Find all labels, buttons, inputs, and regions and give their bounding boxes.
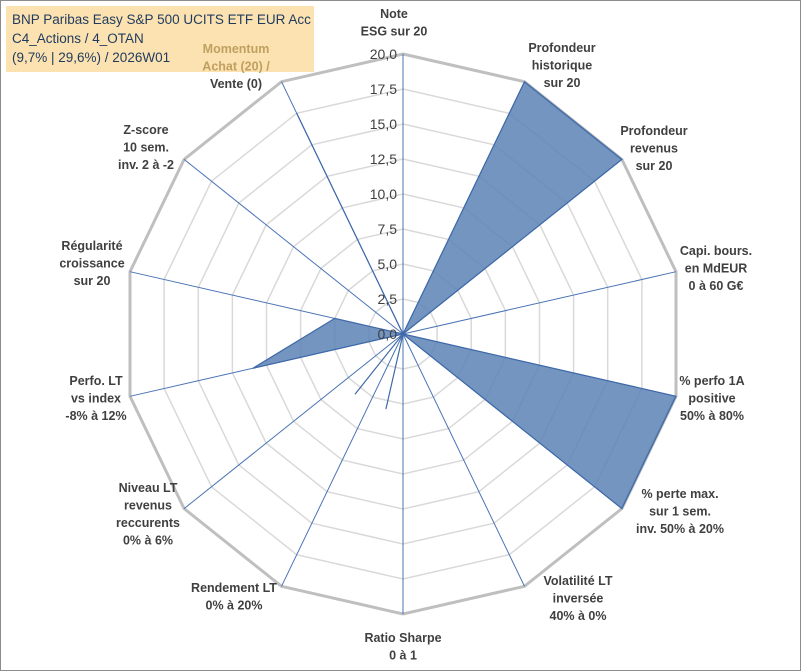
chart-title-line-3: (9,7% | 29,6%) / 2026W01 xyxy=(12,50,171,65)
axis-label-line: Vente (0) xyxy=(210,77,262,91)
axis-label-line: Régularité xyxy=(61,239,122,253)
axis-label-line: 0% à 20% xyxy=(206,599,263,613)
axis-label-line: 50% à 80% xyxy=(680,409,744,423)
chart-title-line-2: C4_Actions / 4_OTAN xyxy=(12,31,144,46)
axis-label-line: reccurents xyxy=(116,516,180,530)
axis-label-line: en MdEUR xyxy=(685,262,748,276)
axis-label-line: Volatilité LT xyxy=(544,574,613,588)
series-area xyxy=(252,80,677,510)
tick-label: 17,5 xyxy=(370,81,397,97)
chart-title-line-1: BNP Paribas Easy S&P 500 UCITS ETF EUR A… xyxy=(12,12,311,27)
spoke-8 xyxy=(281,333,404,587)
axis-label-line: % perte max. xyxy=(641,487,718,501)
axis-label-line: historique xyxy=(532,59,592,73)
axis-label-line: sur 20 xyxy=(544,76,581,90)
axis-label-line: Note xyxy=(380,7,408,21)
axis-label-line: 0% à 6% xyxy=(123,534,173,548)
axis-label-line: vs index xyxy=(71,392,121,406)
axis-label-line: inv. 50% à 20% xyxy=(636,522,724,536)
axis-label-line: positive xyxy=(688,392,735,406)
axis-label-line: Momentum xyxy=(203,42,270,56)
axis-label-line: inversée xyxy=(553,592,604,606)
axis-label-line: % perfo 1A xyxy=(679,374,744,388)
axis-label-line: revenus xyxy=(630,142,678,156)
radar-axis-labels: Note ESG sur 20 Profondeur historique sur 20… xyxy=(59,7,752,663)
tick-label: 5,0 xyxy=(378,256,398,272)
tick-label: 12,5 xyxy=(370,151,397,167)
tick-label: 7,5 xyxy=(378,221,398,237)
radar-series xyxy=(252,80,677,510)
axis-label-line: sur 1 sem. xyxy=(649,505,711,519)
axis-label-line: Profondeur xyxy=(528,41,595,55)
axis-label-line: -8% à 12% xyxy=(65,409,126,423)
axis-label-line: Achat (20) / xyxy=(202,60,270,74)
axis-label-line: Rendement LT xyxy=(191,581,277,595)
axis-label-line: Profondeur xyxy=(620,124,687,138)
axis-label-line: sur 20 xyxy=(636,159,673,173)
tick-label: 20,0 xyxy=(370,46,397,62)
tick-label: 10,0 xyxy=(370,186,397,202)
spoke-6 xyxy=(402,333,525,587)
axis-label-line: 40% à 0% xyxy=(550,609,607,623)
tick-label: 15,0 xyxy=(370,116,397,132)
spoke-3 xyxy=(402,271,677,335)
spoke-9 xyxy=(183,333,404,509)
axis-label-line: inv. 2 à -2 xyxy=(118,158,174,172)
axis-label-line: ESG sur 20 xyxy=(361,25,428,39)
tick-label: 0,0 xyxy=(378,326,398,342)
axis-label-line: Niveau LT xyxy=(119,481,178,495)
axis-label-line: 0 à 60 G€ xyxy=(689,279,744,293)
chart-title-box: BNP Paribas Easy S&P 500 UCITS ETF EUR A… xyxy=(6,6,314,72)
axis-label-line: Perfo. LT xyxy=(69,374,123,388)
radar-tick-labels: 0,0 2,5 5,0 7,5 10,0 12,5 15,0 17,5 20,0 xyxy=(370,46,397,342)
axis-label-line: 0 à 1 xyxy=(389,649,417,663)
axis-label-line: Capi. bours. xyxy=(680,244,752,258)
axis-label-line: revenus xyxy=(124,499,172,513)
axis-label-line: Z-score xyxy=(123,123,168,137)
axis-label-line: Ratio Sharpe xyxy=(364,631,441,645)
axis-label-line: 10 sem. xyxy=(123,141,169,155)
tick-label: 2,5 xyxy=(378,291,398,307)
axis-label-line: croissance xyxy=(59,257,124,271)
axis-label-line: sur 20 xyxy=(74,274,111,288)
spoke-12 xyxy=(183,159,404,335)
